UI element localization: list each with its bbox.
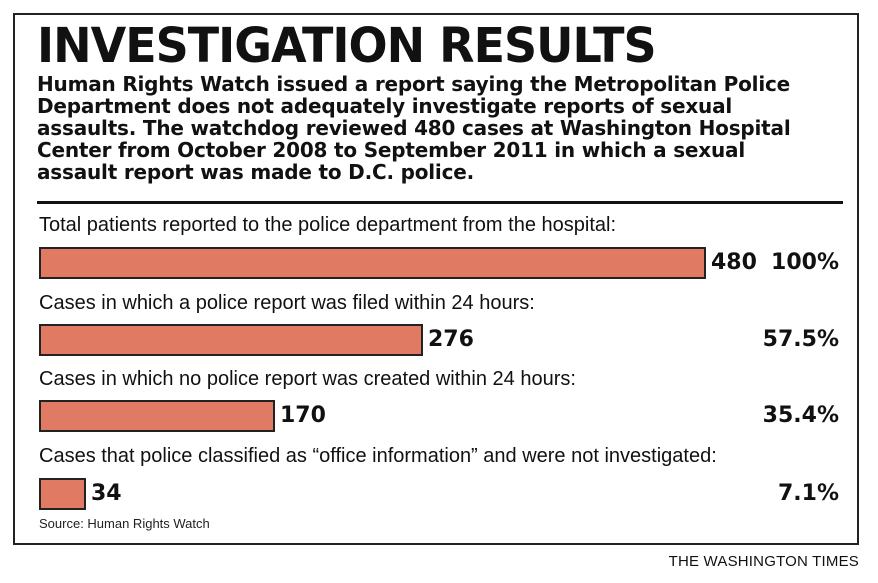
bar-label-2: Cases in which a police report was filed… bbox=[39, 292, 535, 314]
bar-percent-label-4: 7.1% bbox=[777, 481, 839, 506]
bar-label-4: Cases that police classified as “office … bbox=[39, 445, 717, 467]
bar-1 bbox=[39, 247, 706, 279]
bar-2 bbox=[39, 324, 423, 356]
bar-value-label-2: 276 bbox=[428, 327, 474, 352]
bar-percent-label-3: 35.4% bbox=[762, 403, 839, 428]
bar-3 bbox=[39, 400, 275, 432]
chart-frame: INVESTIGATION RESULTS Human Rights Watch… bbox=[13, 13, 859, 545]
bar-value-label-1: 480 bbox=[711, 250, 757, 275]
publisher-credit: THE WASHINGTON TIMES bbox=[668, 553, 859, 570]
source-note: Source: Human Rights Watch bbox=[39, 516, 210, 531]
bar-label-1: Total patients reported to the police de… bbox=[39, 214, 617, 236]
bar-percent-label-1: 100% bbox=[771, 250, 839, 275]
bar-value-label-4: 34 bbox=[91, 481, 122, 506]
bar-value-label-3: 170 bbox=[280, 403, 326, 428]
bar-4 bbox=[39, 478, 86, 510]
divider-rule bbox=[37, 201, 843, 204]
chart-subtitle: Human Rights Watch issued a report sayin… bbox=[37, 72, 791, 184]
chart-title: INVESTIGATION RESULTS bbox=[37, 16, 657, 74]
bar-percent-label-2: 57.5% bbox=[762, 327, 839, 352]
bar-label-3: Cases in which no police report was crea… bbox=[39, 368, 576, 390]
